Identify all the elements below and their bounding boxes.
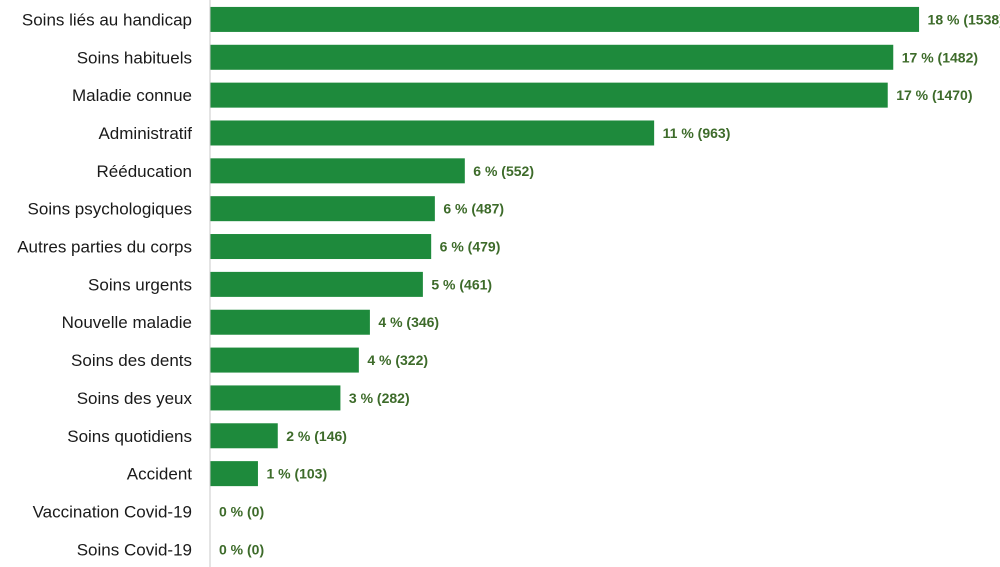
data-label: 17 % (1482): [902, 49, 978, 65]
bars-layer: [210, 6, 920, 487]
data-label: 6 % (479): [440, 239, 501, 255]
data-label: 5 % (461): [431, 276, 492, 292]
category-label: Maladie connue: [72, 86, 192, 105]
category-label: Administratif: [98, 124, 192, 143]
category-label: Soins habituels: [77, 48, 192, 67]
data-label: 2 % (146): [286, 428, 347, 444]
data-label: 6 % (487): [443, 201, 504, 217]
bar-9: [210, 347, 359, 373]
category-label: Vaccination Covid-19: [33, 502, 192, 521]
data-label: 17 % (1470): [896, 87, 972, 103]
bar-4: [210, 158, 465, 184]
data-label: 11 % (963): [663, 125, 731, 141]
category-label: Autres parties du corps: [17, 238, 192, 257]
category-label: Soins des yeux: [77, 389, 193, 408]
data-label: 4 % (346): [378, 314, 439, 330]
data-label: 0 % (0): [219, 541, 264, 557]
bar-12: [210, 461, 258, 487]
data-label: 1 % (103): [266, 466, 327, 482]
bar-6: [210, 234, 432, 260]
bar-1: [210, 44, 894, 70]
data-labels-layer: 18 % (1538) 17 % (1482) 17 % (1470) 11 % (9…: [219, 11, 1000, 557]
category-label: Accident: [127, 465, 192, 484]
data-label: 6 % (552): [473, 163, 534, 179]
category-label: Soins des dents: [71, 351, 192, 370]
category-label: Soins psychologiques: [28, 200, 192, 219]
bar-11: [210, 423, 278, 449]
data-label: 18 % (1538): [928, 11, 1000, 27]
bar-10: [210, 385, 341, 411]
bar-2: [210, 82, 888, 108]
bar-3: [210, 120, 655, 146]
bar-5: [210, 196, 435, 222]
bar-8: [210, 309, 370, 335]
category-label: Rééducation: [97, 162, 192, 181]
category-label: Soins liés au handicap: [22, 10, 192, 29]
data-label: 0 % (0): [219, 503, 264, 519]
category-label: Soins Covid-19: [77, 540, 192, 559]
category-label: Nouvelle maladie: [62, 313, 192, 332]
bar-7: [210, 271, 423, 297]
data-label: 4 % (322): [367, 352, 428, 368]
category-label: Soins quotidiens: [67, 427, 192, 446]
data-label: 3 % (282): [349, 390, 410, 406]
category-label: Soins urgents: [88, 275, 192, 294]
bar-0: [210, 6, 920, 32]
category-labels-layer: Soins liés au handicap Soins habituels Mal…: [17, 10, 192, 559]
